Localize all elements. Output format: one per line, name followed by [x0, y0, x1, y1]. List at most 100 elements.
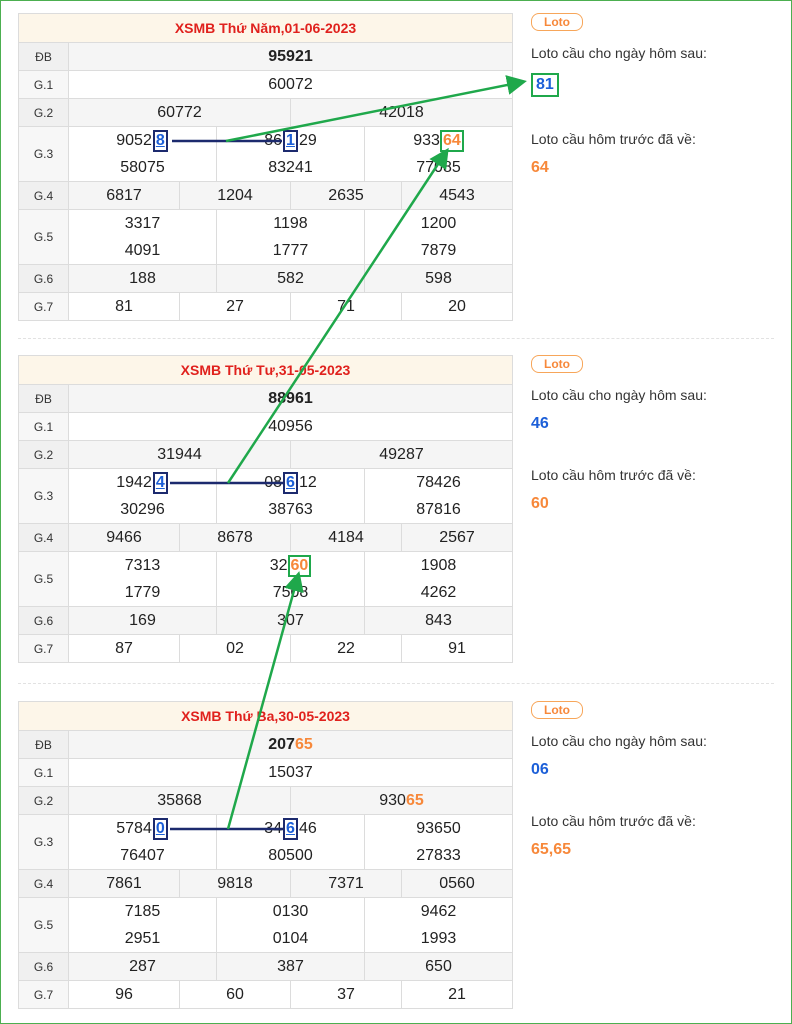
row-label-g3: G.3 — [18, 814, 69, 870]
prev-day-loto: 65,65 — [531, 841, 572, 858]
prize-g7-1: 87 — [68, 634, 180, 663]
loto-badge[interactable]: Loto — [531, 701, 583, 719]
table-title: XSMB Thứ Năm,01-06-2023 — [18, 13, 513, 43]
prize-g4-3: 2635 — [290, 181, 402, 210]
g3-a1-pre: 9052 — [116, 132, 152, 149]
g5-pre: 32 — [269, 557, 288, 574]
row-label-g1: G.1 — [18, 412, 69, 441]
loto-side-panel-2: Loto Loto cầu cho ngày hôm sau: 46 Loto … — [531, 355, 771, 513]
loto-badge[interactable]: Loto — [531, 355, 583, 373]
prev-day-loto: 60 — [531, 495, 549, 512]
prize-g4-2: 1204 — [179, 181, 291, 210]
prize-g5-1: 7185 — [124, 903, 161, 920]
db-pre: 207 — [268, 735, 295, 753]
prev-day-label: Loto cầu hôm trước đã về: — [531, 131, 696, 147]
prize-g5-6: 4262 — [420, 584, 457, 601]
prize-g7-3: 22 — [290, 634, 402, 663]
g3-a2-pre: 34 — [264, 820, 283, 837]
row-label-g5: G.5 — [18, 897, 69, 953]
row-label-g1: G.1 — [18, 70, 69, 99]
row-label-g3: G.3 — [18, 126, 69, 182]
row-label-g2: G.2 — [18, 440, 69, 469]
prize-g6-3: 843 — [364, 606, 513, 635]
row-label-g1: G.1 — [18, 758, 69, 787]
g3-b3: 77085 — [416, 159, 461, 176]
prize-g5-5: 0104 — [272, 930, 309, 947]
g3-a2-pre: 08 — [264, 474, 283, 491]
divider — [18, 338, 774, 339]
prize-g3-col3: 93650 27833 — [364, 814, 513, 870]
prize-g3-col3: 933 64 77085 — [364, 126, 513, 182]
bridge-digit-2: 1 — [283, 130, 298, 152]
loto-side-panel-3: Loto Loto cầu cho ngày hôm sau: 06 Loto … — [531, 701, 771, 859]
g3-a2-post: 12 — [298, 474, 317, 491]
prize-g6-2: 307 — [216, 606, 365, 635]
prize-g2-2: 42018 — [290, 98, 513, 127]
prize-g6-2: 387 — [216, 952, 365, 981]
prize-g1: 60072 — [68, 70, 513, 99]
row-label-g6: G.6 — [18, 952, 69, 981]
prize-g7-4: 21 — [401, 980, 513, 1009]
prize-g6-1: 169 — [68, 606, 217, 635]
g3-b3: 27833 — [416, 847, 461, 864]
row-label-g5: G.5 — [18, 209, 69, 265]
prize-g6-1: 188 — [68, 264, 217, 293]
prize-g4-1: 6817 — [68, 181, 180, 210]
prize-g3-col1: 9052 8 58075 — [68, 126, 217, 182]
hit-loto-box: 60 — [287, 555, 312, 577]
prize-g5-6: 7879 — [420, 242, 457, 259]
result-table-2: XSMB Thứ Tư,31-05-2023 ĐB 88961 G.1 4095… — [18, 355, 513, 663]
prize-g5-3: 1908 — [420, 557, 457, 574]
g3-a3: 93650 — [416, 820, 461, 837]
next-day-label: Loto cầu cho ngày hôm sau: — [531, 733, 707, 749]
prize-g2-1: 60772 — [68, 98, 291, 127]
prize-g4-1: 7861 — [68, 869, 180, 898]
g2-loto-hit: 65 — [405, 791, 424, 809]
prize-g1: 40956 — [68, 412, 513, 441]
special-prize: 88961 — [68, 384, 513, 413]
row-label-g4: G.4 — [18, 181, 69, 210]
prize-g4-3: 4184 — [290, 523, 402, 552]
prize-g7-2: 02 — [179, 634, 291, 663]
row-label-g7: G.7 — [18, 292, 69, 321]
bridge-digit-1: 8 — [152, 130, 168, 152]
g2-pre: 930 — [379, 791, 406, 809]
g3-a3: 78426 — [416, 474, 461, 491]
row-label-g7: G.7 — [18, 980, 69, 1009]
bridge-digit-2: 6 — [283, 818, 298, 840]
prize-g5-5: 7508 — [272, 584, 309, 601]
prev-day-loto: 64 — [531, 159, 549, 176]
row-label-g2: G.2 — [18, 786, 69, 815]
prize-g6-3: 598 — [364, 264, 513, 293]
prize-g2-2: 49287 — [290, 440, 513, 469]
next-day-loto-box: 81 — [531, 73, 559, 97]
prize-g5-1: 7313 — [124, 557, 161, 574]
table-title: XSMB Thứ Ba,30-05-2023 — [18, 701, 513, 731]
next-day-label: Loto cầu cho ngày hôm sau: — [531, 387, 707, 403]
g3-a1-pre: 1942 — [116, 474, 152, 491]
next-day-loto: 06 — [531, 761, 549, 778]
prize-g7-2: 27 — [179, 292, 291, 321]
g3-b1: 30296 — [120, 501, 165, 518]
g3-a2-post: 29 — [298, 132, 317, 149]
prize-g3-col2: 08 6 12 38763 — [216, 468, 365, 524]
row-label-g4: G.4 — [18, 869, 69, 898]
prize-g5-4: 4091 — [124, 242, 161, 259]
prize-g6-2: 582 — [216, 264, 365, 293]
prize-g5-6: 1993 — [420, 930, 457, 947]
loto-badge[interactable]: Loto — [531, 13, 583, 31]
prize-g4-4: 2567 — [401, 523, 513, 552]
special-prize: 95921 — [68, 42, 513, 71]
row-label-g5: G.5 — [18, 551, 69, 607]
special-prize: 20765 — [68, 730, 513, 759]
loto-side-panel-1: Loto Loto cầu cho ngày hôm sau: 81 Loto … — [531, 13, 771, 177]
divider — [18, 683, 774, 684]
row-label-db: ĐB — [18, 730, 69, 759]
prize-g5-3: 1200 — [420, 215, 457, 232]
g3-b3: 87816 — [416, 501, 461, 518]
prize-g5-2: 1198 — [273, 215, 308, 232]
g3-b2: 80500 — [268, 847, 313, 864]
prize-g7-2: 60 — [179, 980, 291, 1009]
result-table-1: XSMB Thứ Năm,01-06-2023 ĐB 95921 G.1 600… — [18, 13, 513, 321]
prize-g3-col1: 5784 0 76407 — [68, 814, 217, 870]
